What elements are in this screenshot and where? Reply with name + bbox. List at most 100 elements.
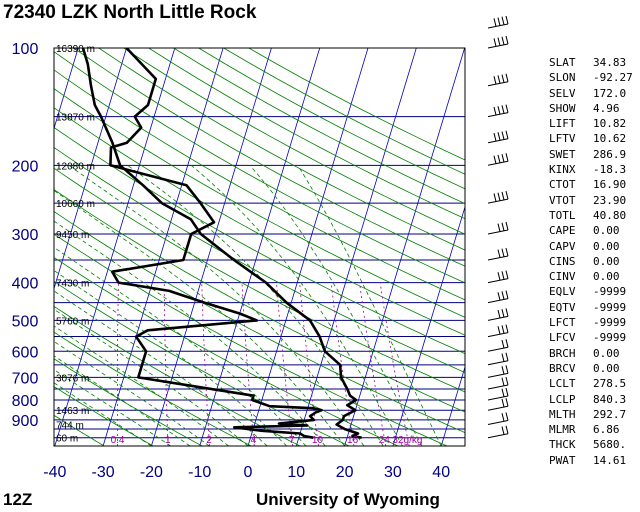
index-value: -9999 <box>593 331 627 345</box>
pressure-tick-label: 700 <box>12 370 39 387</box>
index-value: 10.62 <box>593 132 627 146</box>
index-row: LFCV -9999 <box>549 330 633 345</box>
wind-barb-icon <box>487 412 509 425</box>
wind-barb-icon <box>487 387 509 401</box>
moist-adiabat-line <box>54 220 326 446</box>
index-value: -18.3 <box>593 163 627 177</box>
index-row: CINS 0.00 <box>549 254 633 269</box>
index-row: PWAT 14.61 <box>549 453 633 468</box>
chart-title: 72340 LZK North Little Rock <box>3 2 257 23</box>
index-row: EQTV -9999 <box>549 300 633 315</box>
temperature-tick-label: -30 <box>92 464 115 481</box>
index-name: LFCT <box>549 316 576 330</box>
isotherm-line <box>295 48 417 446</box>
isotherm-line <box>151 48 272 446</box>
wind-barb-icon <box>487 290 509 304</box>
height-label: 9450 m <box>56 230 89 241</box>
height-label: 12080 m <box>56 161 95 172</box>
index-name: SHOW <box>549 101 576 115</box>
pressure-tick-label: 900 <box>12 413 39 430</box>
index-name: KINX <box>549 163 576 177</box>
isotherm-line <box>344 48 465 446</box>
wind-barb-icon <box>487 376 509 390</box>
index-row: MLMR 6.86 <box>549 422 633 437</box>
index-value: 0.00 <box>593 270 620 284</box>
height-label: 16390 m <box>56 44 95 55</box>
index-name: CAPV <box>549 239 576 253</box>
dry-adiabat-line <box>123 48 465 235</box>
dry-adiabat-line <box>54 167 465 393</box>
moist-adiabat-line <box>54 246 307 446</box>
temperature-tick-label: 20 <box>336 464 354 481</box>
pressure-tick-label: 800 <box>12 393 39 410</box>
index-value: 16.90 <box>593 178 627 192</box>
mixing-ratio-label: 0.4 <box>111 435 125 446</box>
index-name: LFTV <box>549 132 576 146</box>
moist-adiabat-line <box>54 270 287 446</box>
pressure-tick-label: 600 <box>12 344 39 361</box>
index-value: 0.00 <box>593 239 620 253</box>
dry-adiabat-line <box>54 126 465 355</box>
index-name: PWAT <box>549 453 576 467</box>
index-row: SLAT 34.83 <box>549 55 633 70</box>
isotherm-line <box>247 48 369 446</box>
height-label: 13870 m <box>56 113 95 124</box>
index-row: CAPE 0.00 <box>549 223 633 238</box>
index-name: EQLV <box>549 285 576 299</box>
index-value: 10.82 <box>593 117 627 131</box>
index-row: LCLT 278.5 <box>549 376 633 391</box>
index-value: -9999 <box>593 316 627 330</box>
temperature-tick-label: 0 <box>244 464 253 481</box>
index-value: 0.00 <box>593 224 620 238</box>
moist-adiabat-line <box>68 164 365 446</box>
data-source: University of Wyoming <box>256 490 440 509</box>
wind-barb-icon <box>487 130 509 144</box>
isotherm-line <box>392 205 465 446</box>
index-name: BRCV <box>549 361 576 375</box>
index-name: SWET <box>549 147 576 161</box>
index-row: MLTH 292.7 <box>549 407 633 422</box>
dry-adiabat-line <box>54 88 465 318</box>
index-name: THCK <box>549 438 576 452</box>
pressure-tick-label: 400 <box>12 276 39 293</box>
mixing-ratio-line <box>359 282 387 446</box>
mixing-ratio-line <box>163 282 169 446</box>
moist-adiabat-line <box>297 165 442 446</box>
temperature-tick-label: 40 <box>432 464 450 481</box>
index-name: CINV <box>549 270 576 284</box>
moist-adiabat-line <box>54 355 191 446</box>
dry-adiabat-line <box>54 211 465 434</box>
index-name: LCLP <box>549 392 576 406</box>
wind-barb-icon <box>487 35 509 49</box>
index-value: 286.9 <box>593 147 627 161</box>
index-row: LCLP 840.3 <box>549 392 633 407</box>
index-name: LIFT <box>549 117 576 131</box>
index-row: LIFT 10.82 <box>549 116 633 131</box>
moist-adiabat-line <box>54 340 210 446</box>
index-value: 0.00 <box>593 346 620 360</box>
index-value: 840.3 <box>593 392 627 406</box>
index-value: 6.86 <box>593 423 620 437</box>
moist-adiabat-line <box>54 189 345 446</box>
pressure-tick-label: 500 <box>12 313 39 330</box>
dry-adiabat-line <box>54 189 465 413</box>
wind-barb-icon <box>487 153 509 166</box>
observation-time: 12Z <box>3 490 33 509</box>
dry-adiabat-line <box>54 386 154 446</box>
index-row: CINV 0.00 <box>549 269 633 284</box>
sounding-indices-table: SLAT 34.83 SLON -92.27 SELV 172.0 SHOW 4.96 LIFT… <box>549 55 633 468</box>
index-value: 0.00 <box>593 361 620 375</box>
index-name: MLMR <box>549 423 576 437</box>
plot-frame <box>53 47 466 447</box>
wind-barb-icon <box>487 398 509 411</box>
pressure-tick-label: 300 <box>12 227 39 244</box>
wind-barb-icon <box>487 247 509 261</box>
mixing-ratio-label: 32g/kg <box>392 435 422 446</box>
index-name: TOTL <box>549 208 576 222</box>
dry-adiabat-line <box>148 48 465 220</box>
index-row: LFCT -9999 <box>549 315 633 330</box>
temperature-tick-label: 10 <box>287 464 305 481</box>
isotherm-line <box>54 48 79 130</box>
index-name: CAPE <box>549 224 576 238</box>
